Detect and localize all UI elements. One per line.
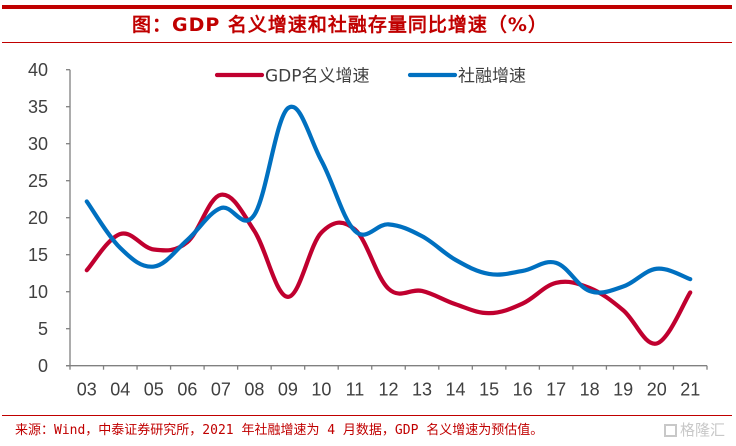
x-tick-label: 20: [647, 380, 667, 400]
series-gdp: [84, 192, 693, 346]
legend-social-financing: 社融增速: [407, 67, 526, 87]
x-tick-label: 17: [546, 380, 566, 400]
x-tick-label: 03: [77, 380, 97, 400]
chart-title: 图：GDP 名义增速和社融存量同比增速（%）: [132, 14, 548, 36]
x-tick-label: 09: [278, 380, 298, 400]
x-tick-label: 04: [110, 380, 130, 400]
watermark: 格隆汇: [664, 421, 725, 439]
legend-label: GDP名义增速: [265, 67, 370, 87]
y-tick-label: 25: [28, 171, 48, 191]
y-tick-label: 15: [28, 245, 48, 265]
x-tick-label: 05: [144, 380, 164, 400]
legend: GDP名义增速 社融增速: [214, 67, 526, 87]
source-note: 来源：Wind，中泰证券研究所，2021 年社融增速为 4 月数据，GDP 名义…: [15, 423, 544, 438]
x-tick-label: 16: [513, 380, 533, 400]
gdp-nominal-growth-line: [84, 192, 693, 346]
y-tick-label: 10: [28, 282, 48, 302]
y-tick-label: 35: [28, 97, 48, 117]
x-tick-label: 21: [680, 380, 700, 400]
source-divider: [2, 415, 732, 416]
watermark-text: 格隆汇: [680, 421, 726, 439]
y-tick-label: 0: [38, 356, 48, 376]
x-tick-label: 08: [244, 380, 264, 400]
y-tick-label: 20: [28, 208, 48, 228]
title-divider: [2, 42, 732, 43]
x-axis: 03 04 05 06 07 08 09 10 11 12 13 14 15 16 17 18 19 20 21: [66, 365, 708, 400]
series-layer: [84, 104, 693, 346]
y-axis: 0 5 10 15 20 25 30 35 40: [28, 60, 71, 376]
x-tick-label: 19: [613, 380, 633, 400]
x-tick-label: 10: [311, 380, 331, 400]
legend-label: 社融增速: [458, 67, 526, 87]
x-tick-label: 13: [412, 380, 432, 400]
legend-gdp: GDP名义增速: [214, 67, 370, 87]
social-financing-growth-line: [84, 104, 693, 295]
watermark-logo-icon: [664, 424, 677, 437]
top-accent-bar: [2, 5, 732, 9]
x-tick-label: 11: [346, 380, 365, 400]
y-tick-label: 5: [38, 319, 48, 339]
x-tick-label: 15: [479, 380, 499, 400]
x-tick-label: 07: [211, 380, 231, 400]
x-tick-label: 14: [446, 380, 466, 400]
x-tick-label: 18: [580, 380, 600, 400]
y-tick-label: 40: [28, 60, 48, 80]
series-social-financing: [84, 104, 693, 295]
x-tick-label: 06: [177, 380, 197, 400]
y-tick-label: 30: [28, 134, 48, 154]
x-tick-label: 12: [378, 380, 398, 400]
